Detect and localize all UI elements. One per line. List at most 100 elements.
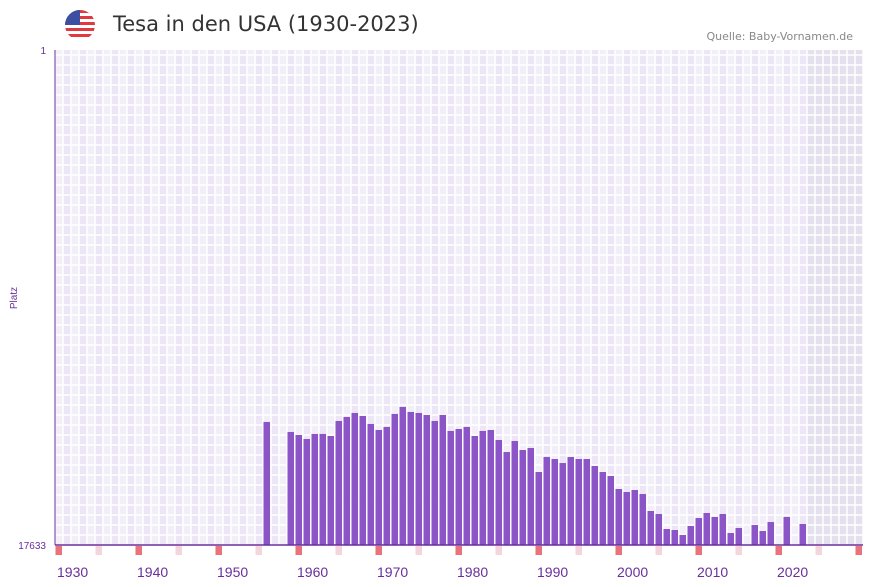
grid-column (287, 50, 295, 545)
grid-column (119, 50, 127, 545)
grid-column (255, 50, 263, 545)
grid-column (503, 50, 511, 545)
grid-column (207, 50, 215, 545)
bar-1980 (455, 428, 462, 545)
grid-column (831, 50, 839, 545)
grid-column (231, 50, 239, 545)
grid-column (639, 50, 647, 545)
grid-column (623, 50, 631, 545)
grid-column (839, 50, 847, 545)
grid-column (615, 50, 623, 545)
grid-column (111, 50, 119, 545)
grid-column (479, 50, 487, 545)
grid-column (271, 50, 279, 545)
bar-2019 (767, 522, 774, 545)
bar-1972 (391, 413, 398, 545)
grid-column (647, 50, 655, 545)
grid-column (439, 50, 447, 545)
grid-column (759, 50, 767, 545)
grid-column (767, 50, 775, 545)
decade-marker (855, 546, 862, 555)
bar-2007 (671, 530, 678, 545)
bar-1986 (503, 451, 510, 545)
bar-2018 (759, 531, 766, 545)
grid-column (127, 50, 135, 545)
grid-column (423, 50, 431, 545)
x-tick-label: 2010 (697, 564, 728, 580)
us-flag-icon (64, 9, 96, 41)
grid-column (183, 50, 191, 545)
decade-marker (615, 546, 622, 555)
bar-1987 (511, 440, 518, 545)
grid-column (159, 50, 167, 545)
grid-column (783, 50, 791, 545)
decade-marker (375, 546, 382, 555)
half-decade-marker (575, 546, 582, 555)
grid-column (855, 50, 863, 545)
grid-column (87, 50, 95, 545)
grid-column (463, 50, 471, 545)
bar-1974 (407, 411, 414, 545)
grid-column (263, 50, 271, 545)
grid-column (551, 50, 559, 545)
grid-column (719, 50, 727, 545)
grid-column (695, 50, 703, 545)
grid-column (511, 50, 519, 545)
grid-column (335, 50, 343, 545)
grid-column (575, 50, 583, 545)
half-decade-marker (415, 546, 422, 555)
grid-column (415, 50, 423, 545)
bar-2005 (655, 514, 662, 545)
grid-column (751, 50, 759, 545)
grid-column (823, 50, 831, 545)
decade-marker (535, 546, 542, 555)
bar-2017 (751, 525, 758, 545)
grid-column (399, 50, 407, 545)
bar-1962 (311, 433, 318, 545)
bar-1971 (383, 426, 390, 545)
grid-column (311, 50, 319, 545)
bar-1970 (375, 429, 382, 545)
bar-1956 (263, 421, 270, 545)
grid-column (567, 50, 575, 545)
grid-column (367, 50, 375, 545)
grid-column (607, 50, 615, 545)
y-tick-label: 1 (40, 46, 46, 57)
bar-2003 (639, 494, 646, 545)
y-axis-label: Platz (9, 287, 20, 309)
bar-1975 (415, 412, 422, 545)
grid-column (151, 50, 159, 545)
grid-column (175, 50, 183, 545)
grid-column (95, 50, 103, 545)
grid-column (663, 50, 671, 545)
grid-column (303, 50, 311, 545)
grid-column (519, 50, 527, 545)
bar-1997 (591, 465, 598, 545)
grid-column (215, 50, 223, 545)
bar-1963 (319, 433, 326, 545)
grid-column (351, 50, 359, 545)
grid-column (679, 50, 687, 545)
grid-column (591, 50, 599, 545)
bar-1978 (439, 414, 446, 545)
bar-2004 (647, 511, 654, 545)
decade-marker (215, 546, 222, 555)
y-tick-label: 17633 (18, 541, 46, 552)
bar-1984 (487, 429, 494, 545)
bar-1982 (471, 435, 478, 545)
grid-column (191, 50, 199, 545)
grid-column (807, 50, 815, 545)
bar-1959 (287, 431, 294, 545)
bar-1983 (479, 430, 486, 545)
grid-column (223, 50, 231, 545)
grid-column (559, 50, 567, 545)
bar-1992 (551, 459, 558, 545)
grid-column (55, 50, 63, 545)
grid-column (279, 50, 287, 545)
grid-column (71, 50, 79, 545)
half-decade-marker (735, 546, 742, 555)
bar-1988 (519, 449, 526, 545)
grid-column (775, 50, 783, 545)
grid-column (671, 50, 679, 545)
